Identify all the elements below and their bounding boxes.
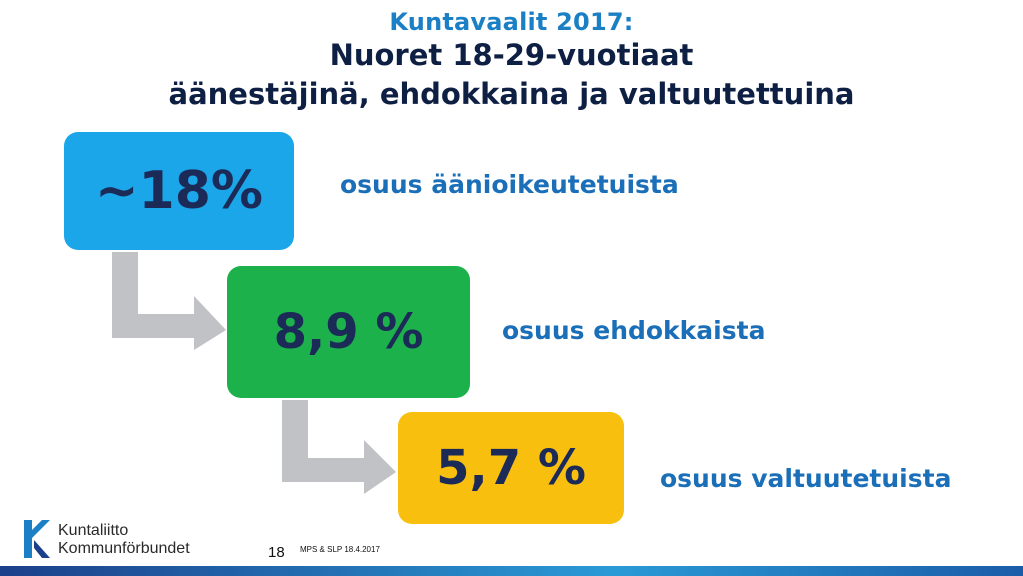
flow-arrow-1 xyxy=(112,252,226,350)
slide-title-line-2: äänestäjinä, ehdokkaina ja valtuutettuin… xyxy=(168,77,855,111)
value-box-candidates: 8,9 % xyxy=(227,266,470,398)
footer-note: MPS & SLP 18.4.2017 xyxy=(300,545,380,554)
value-councillors: 5,7 % xyxy=(436,440,586,496)
label-eligible-voters: osuus äänioikeutetuista xyxy=(340,170,679,199)
value-box-eligible-voters: ~18% xyxy=(64,132,294,250)
flow-arrow-2 xyxy=(282,400,396,494)
logo-line-2: Kommunförbundet xyxy=(58,540,190,557)
value-candidates: 8,9 % xyxy=(273,304,424,360)
page-number: 18 xyxy=(268,544,285,561)
kuntaliitto-logo: Kuntaliitto Kommunförbundet xyxy=(22,518,222,562)
label-councillors: osuus valtuutetuista xyxy=(660,464,952,493)
label-candidates: osuus ehdokkaista xyxy=(502,316,766,345)
slide-title-line-1: Nuoret 18-29-vuotiaat xyxy=(329,38,694,72)
bottom-bar xyxy=(0,566,1023,576)
logo-line-1: Kuntaliitto xyxy=(58,522,129,539)
value-eligible-voters: ~18% xyxy=(94,161,264,221)
slide-kicker: Kuntavaalit 2017: xyxy=(389,8,634,36)
value-box-councillors: 5,7 % xyxy=(398,412,624,524)
kuntaliitto-logo-icon xyxy=(24,520,50,558)
logo-text: Kuntaliitto Kommunförbundet xyxy=(58,522,190,558)
